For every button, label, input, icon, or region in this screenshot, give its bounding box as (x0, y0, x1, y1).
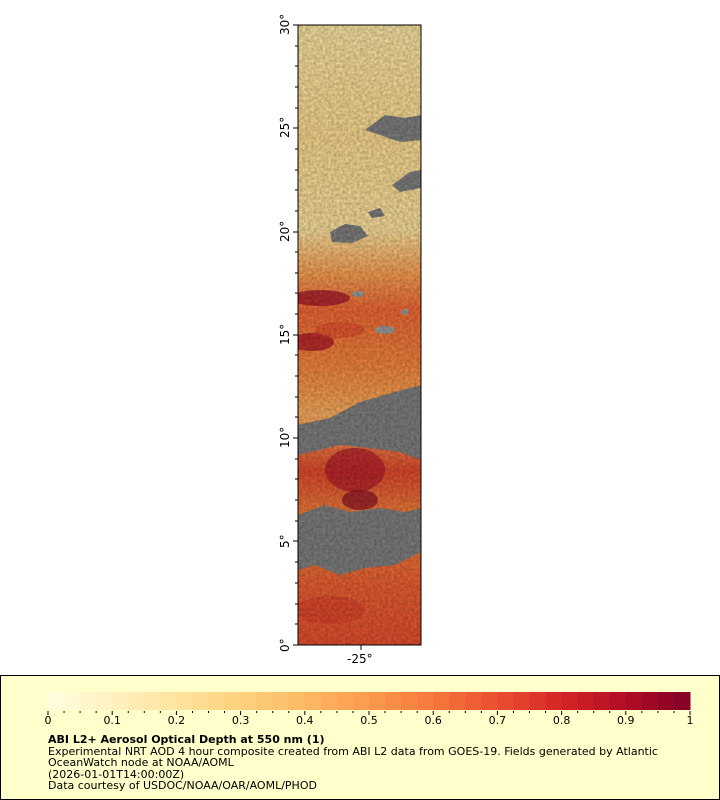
colorbar-swatch (609, 692, 627, 710)
map-area: 0° 5° 10° 15° 20° 25° 30° -25° (278, 13, 422, 666)
colorbar-swatch (497, 692, 514, 710)
colorbar-swatch (48, 692, 65, 710)
colorbar-swatch (320, 692, 338, 710)
aod-field (298, 25, 421, 645)
legend-description-line2: OceanWatch node at NOAA/AOML (48, 756, 234, 769)
colorbar-swatch (288, 692, 306, 710)
colorbar-tick-label: 0.3 (231, 714, 250, 727)
colorbar-swatch (240, 692, 258, 710)
colorbar-swatch (144, 692, 161, 710)
legend-credit: Data courtesy of USDOC/NOAA/OAR/AOML/PHO… (48, 779, 317, 792)
colorbar-swatch (545, 692, 563, 710)
colorbar-swatch (561, 692, 579, 710)
colorbar-tick-label: 0.5 (360, 714, 378, 727)
colorbar-swatch (385, 692, 402, 710)
colorbar-swatch (160, 692, 177, 710)
colorbar-swatch (417, 692, 434, 710)
colorbar-swatch (465, 692, 482, 710)
colorbar-swatch (112, 692, 129, 710)
colorbar-swatch (304, 692, 322, 710)
map-svg (293, 24, 422, 650)
lat-label-0: 0° (278, 638, 292, 652)
legend-description-line1: Experimental NRT AOD 4 hour composite cr… (48, 745, 658, 758)
colorbar-swatch (513, 692, 530, 710)
colorbar-tick-label: 1 (686, 714, 694, 727)
colorbar-swatch (224, 692, 242, 710)
colorbar-swatch (272, 692, 290, 710)
colorbar-swatch (64, 692, 81, 710)
colorbar-swatch (625, 692, 643, 710)
colorbar-ticks (47, 711, 691, 715)
colorbar-swatch (641, 692, 659, 710)
colorbar-swatch (176, 692, 193, 710)
colorbar-tick-label: 0.2 (167, 714, 186, 727)
colorbar-swatch (529, 692, 547, 710)
colorbar-tick-label: 0.4 (296, 714, 314, 727)
colorbar-swatch (593, 692, 611, 710)
colorbar-swatch (449, 692, 466, 710)
lat-label-20: 20° (278, 220, 292, 242)
colorbar-swatch (192, 692, 209, 710)
colorbar-swatch (256, 692, 274, 710)
colorbar-swatch (80, 692, 97, 710)
colorbar-swatch (433, 692, 450, 710)
legend-timestamp: (2026-01-01T14:00:00Z) (48, 768, 185, 781)
lat-label-5: 5° (278, 534, 292, 548)
colorbar-swatch (128, 692, 145, 710)
lat-label-25: 25° (278, 116, 292, 138)
lat-ticks (293, 24, 362, 650)
legend-panel: 0 0.1 0.2 0.3 0.4 0.5 0.6 0.7 0.8 0.9 1 ABI L2+ Ae… (0, 675, 720, 800)
lat-label-10: 10° (278, 426, 292, 448)
colorbar-tick-label: 0 (44, 714, 52, 727)
lat-label-30: 30° (278, 13, 292, 35)
colorbar-swatch (481, 692, 498, 710)
legend-title: ABI L2+ Aerosol Optical Depth at 550 nm … (48, 733, 325, 746)
colorbar-tick-label: 0.8 (552, 714, 571, 727)
colorbar (47, 692, 691, 715)
colorbar-tick-label: 0.9 (617, 714, 635, 727)
colorbar-swatch (673, 692, 691, 710)
lon-label: -25° (347, 652, 373, 666)
colorbar-swatches (48, 692, 691, 710)
lat-label-15: 15° (278, 323, 292, 345)
colorbar-tick-label: 0.6 (424, 714, 442, 727)
colorbar-swatch (577, 692, 595, 710)
colorbar-swatch (369, 692, 386, 710)
colorbar-swatch (96, 692, 113, 710)
colorbar-tick-label: 0.7 (488, 714, 507, 727)
colorbar-swatch (657, 692, 675, 710)
colorbar-swatch (208, 692, 226, 710)
lat-minor-ticks (295, 45, 298, 625)
colorbar-swatch (336, 692, 354, 710)
colorbar-swatch (352, 692, 370, 710)
colorbar-swatch (401, 692, 418, 710)
colorbar-tick-label: 0.1 (103, 714, 121, 727)
